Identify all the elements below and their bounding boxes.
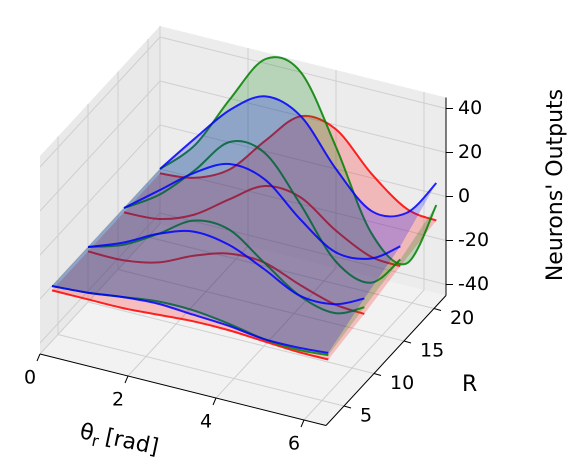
grid-line <box>39 168 161 300</box>
surface <box>51 56 438 357</box>
surface-fill <box>124 96 437 259</box>
x-tick-label: 0 <box>24 367 36 389</box>
curve <box>87 219 365 315</box>
grid-line <box>39 80 161 212</box>
tick-mark <box>36 353 41 362</box>
x-axis-line <box>39 353 327 426</box>
y-axis-line <box>325 295 447 426</box>
x-tick-label: 2 <box>112 389 124 411</box>
tick-mark <box>343 405 352 409</box>
tick-mark <box>124 375 129 384</box>
tick-mark <box>403 340 412 344</box>
y-tick-label: 15 <box>420 340 444 362</box>
z-tick-label: 0 <box>458 185 470 207</box>
curve <box>87 250 365 315</box>
grid-line <box>215 267 337 399</box>
grid-line <box>117 269 405 342</box>
grid-line <box>159 212 447 285</box>
curve <box>51 289 329 361</box>
surface <box>51 95 438 354</box>
x-label-subscript: r <box>90 430 101 450</box>
surface-fill <box>124 115 437 267</box>
z-axis-label: Neurons' Outputs <box>543 89 568 281</box>
curve <box>123 140 401 284</box>
grid-line <box>39 223 161 355</box>
curve <box>123 162 401 260</box>
curve <box>123 184 401 268</box>
tick-mark <box>373 373 382 376</box>
x-label-symbol: θ <box>78 419 96 446</box>
y-axis-label: R <box>462 372 477 397</box>
surface-fill <box>88 141 401 314</box>
y-tick-label: 10 <box>390 372 414 394</box>
grid-line <box>39 212 161 344</box>
z-tick-label: 20 <box>458 141 482 163</box>
grid-line <box>159 124 447 197</box>
surface-fill <box>52 230 365 353</box>
curve <box>51 285 329 354</box>
grid-line <box>147 236 435 309</box>
tick-mark <box>300 419 305 428</box>
x-label-unit: [rad] <box>103 425 161 460</box>
x-tick-label: 4 <box>200 411 212 433</box>
curve <box>159 95 438 218</box>
grid-line <box>87 301 375 374</box>
grid-line <box>39 124 161 256</box>
z-tick-label: -40 <box>458 273 489 295</box>
x-tick-label: 6 <box>288 433 300 455</box>
y-tick-label: 20 <box>450 307 474 329</box>
grid-line <box>57 334 345 407</box>
grid-line <box>39 36 161 168</box>
grid-line <box>159 36 447 109</box>
surface-fill <box>124 57 437 283</box>
y-tick-label: 5 <box>360 405 372 427</box>
tick-mark <box>433 308 442 311</box>
grid-line <box>159 168 447 241</box>
grid-line <box>303 289 425 421</box>
surface-fill <box>88 163 401 305</box>
x-axis-label: θr [rad] <box>77 419 161 460</box>
tick-mark <box>212 397 217 406</box>
z-tick-label: 40 <box>458 97 482 119</box>
surface-fill <box>52 220 365 356</box>
curve <box>87 229 365 306</box>
grid-line <box>127 245 249 377</box>
z-tick-label: -20 <box>458 229 489 251</box>
surface <box>51 114 437 361</box>
surface-fill <box>52 251 365 360</box>
